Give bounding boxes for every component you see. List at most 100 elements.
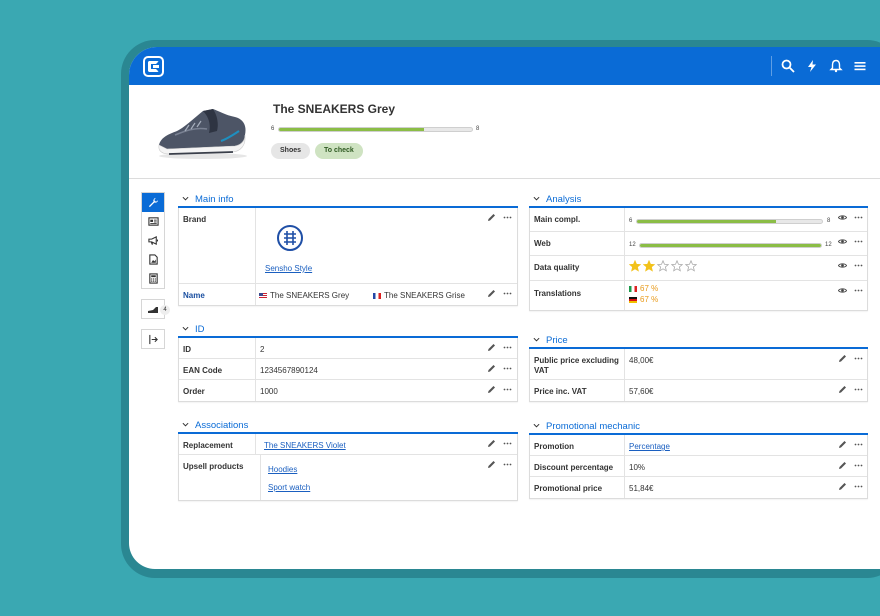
field-label: Promotion (534, 442, 574, 451)
eye-icon[interactable] (838, 213, 848, 222)
product-header: The SNEAKERS Grey 6 8 Shoes To check (129, 85, 880, 179)
promo-header[interactable]: Promotional mechanic (529, 418, 868, 435)
edit-icon[interactable] (487, 385, 496, 394)
star-filled-icon (642, 259, 656, 272)
exit-icon[interactable] (141, 329, 165, 349)
translations-row: Translations 67 % 67 % (530, 281, 867, 310)
calculator-icon[interactable] (142, 269, 164, 288)
edit-icon[interactable] (838, 482, 847, 491)
more-icon[interactable] (503, 460, 512, 469)
replacement-link[interactable]: The SNEAKERS Violet (264, 441, 346, 450)
lightning-icon[interactable] (805, 59, 819, 73)
tag-status[interactable]: To check (315, 143, 363, 159)
chevron-down-icon[interactable] (533, 195, 540, 202)
promo-section: Promotional mechanic Promotion Percentag… (529, 418, 868, 499)
variants-button[interactable]: 4 (141, 299, 170, 319)
web-completeness-bar (639, 243, 822, 248)
edit-icon[interactable] (487, 289, 496, 298)
upsell-link[interactable]: Hoodies (268, 465, 298, 474)
field-value: 51,84€ (629, 484, 654, 493)
chevron-down-icon[interactable] (182, 325, 189, 332)
more-icon[interactable] (854, 385, 863, 394)
promo-price-row: Promotional price 51,84€ (530, 477, 867, 498)
more-icon[interactable] (854, 482, 863, 491)
edit-icon[interactable] (838, 354, 847, 363)
main-completeness-row: Main compl. 6 8 (530, 208, 867, 232)
more-icon[interactable] (854, 440, 863, 449)
more-icon[interactable] (503, 439, 512, 448)
menu-icon[interactable] (853, 59, 867, 73)
upsell-row: Upsell products Hoodies Sport watch (179, 455, 517, 500)
eye-icon[interactable] (838, 237, 848, 246)
more-icon[interactable] (854, 461, 863, 470)
edit-icon[interactable] (838, 385, 847, 394)
eye-icon[interactable] (838, 261, 848, 270)
us-flag-icon (259, 292, 267, 299)
brand-link[interactable]: Sensho Style (265, 264, 313, 273)
eye-icon[interactable] (838, 286, 848, 295)
edit-icon[interactable] (838, 440, 847, 449)
associations-section: Associations Replacement The SNEAKERS Vi… (178, 417, 518, 501)
analysis-header[interactable]: Analysis (529, 191, 868, 208)
associations-header[interactable]: Associations (178, 417, 518, 434)
tag-category[interactable]: Shoes (271, 143, 311, 159)
upsell-link[interactable]: Sport watch (268, 483, 311, 492)
field-label: EAN Code (183, 366, 223, 375)
megaphone-icon[interactable] (142, 231, 164, 250)
image-file-icon[interactable] (142, 250, 164, 269)
bell-icon[interactable] (829, 59, 843, 73)
field-label: Upsell products (183, 462, 244, 471)
edit-icon[interactable] (838, 461, 847, 470)
more-icon[interactable] (503, 385, 512, 394)
id-header[interactable]: ID (178, 321, 518, 338)
chevron-down-icon[interactable] (182, 421, 189, 428)
wrench-icon[interactable] (142, 193, 164, 212)
de-flag-icon (629, 296, 637, 303)
field-value: 57,60€ (629, 387, 654, 396)
more-icon[interactable] (503, 343, 512, 352)
section-title: Price (546, 335, 568, 346)
price-header[interactable]: Price (529, 332, 868, 349)
range-max: 8 (827, 218, 831, 224)
edit-icon[interactable] (487, 364, 496, 373)
more-icon[interactable] (854, 354, 863, 363)
chevron-down-icon[interactable] (182, 195, 189, 202)
field-value: 10% (629, 463, 646, 472)
search-icon[interactable] (781, 59, 795, 73)
more-icon[interactable] (503, 364, 512, 373)
completeness-bar (278, 127, 473, 132)
star-empty-icon (684, 259, 698, 272)
more-icon[interactable] (854, 286, 863, 295)
more-icon[interactable] (854, 237, 863, 246)
app-logo[interactable] (143, 56, 164, 77)
more-icon[interactable] (854, 213, 863, 222)
table-row: Order 1000 (179, 380, 517, 401)
id-card-icon[interactable] (142, 212, 164, 231)
chevron-down-icon[interactable] (533, 336, 540, 343)
promotion-link[interactable]: Percentage (629, 442, 670, 451)
chevron-down-icon[interactable] (533, 422, 540, 429)
topbar-divider (771, 56, 772, 76)
range-min: 6 (629, 218, 633, 224)
variants-count-badge: 4 (160, 305, 170, 315)
main-info-header[interactable]: Main info (178, 191, 518, 208)
it-flag-icon (629, 285, 637, 292)
section-title: ID (195, 324, 205, 335)
completeness-max: 8 (476, 126, 480, 132)
edit-icon[interactable] (487, 460, 496, 469)
brand-row: Brand Sensho Style (179, 208, 517, 284)
translation-it: 67 % (629, 284, 658, 293)
field-label: Order (183, 387, 205, 396)
top-bar (129, 47, 880, 85)
edit-icon[interactable] (487, 213, 496, 222)
table-row: EAN Code 1234567890124 (179, 359, 517, 380)
edit-icon[interactable] (487, 343, 496, 352)
more-icon[interactable] (854, 261, 863, 270)
product-image[interactable] (155, 101, 251, 161)
more-icon[interactable] (503, 289, 512, 298)
more-icon[interactable] (503, 213, 512, 222)
star-empty-icon (670, 259, 684, 272)
field-label: Name (183, 291, 205, 300)
edit-icon[interactable] (487, 439, 496, 448)
data-quality-row: Data quality (530, 256, 867, 281)
